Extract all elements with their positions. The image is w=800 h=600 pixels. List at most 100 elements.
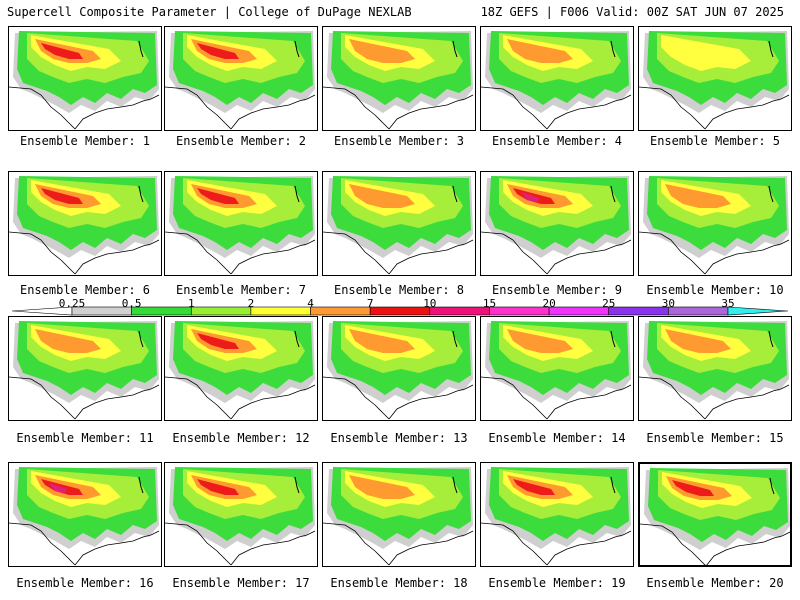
lake-michigan-outline xyxy=(610,476,616,494)
orange-shading xyxy=(349,39,415,63)
colorbar-segment xyxy=(250,306,311,316)
colorbar-segment xyxy=(608,306,669,316)
ensemble-member-map xyxy=(638,171,792,276)
lake-michigan-outline xyxy=(138,185,144,203)
ensemble-member-caption: Ensemble Member: 5 xyxy=(649,134,781,148)
yellow-shading xyxy=(661,35,751,71)
scp-shading xyxy=(643,321,789,403)
ensemble-member-map xyxy=(480,316,634,421)
orange-shading xyxy=(35,329,101,353)
ensemble-member-map xyxy=(480,462,634,567)
ensemble-member-caption: Ensemble Member: 1 xyxy=(19,134,151,148)
red-shading xyxy=(197,479,239,495)
ensemble-member-map xyxy=(322,171,476,276)
colorbar-right-arrow xyxy=(727,306,788,316)
orange-shading xyxy=(507,39,573,63)
magenta-shading xyxy=(521,192,539,202)
model-run-info: 18Z GEFS | F006 Valid: 00Z SAT JUN 07 20… xyxy=(480,5,784,19)
ensemble-member-caption: Ensemble Member: 11 xyxy=(16,431,154,445)
gulf-coast-outline xyxy=(546,384,632,420)
ensemble-member-caption: Ensemble Member: 6 xyxy=(19,283,151,297)
gulf-coast-outline xyxy=(704,384,790,420)
red-shading xyxy=(513,188,555,204)
gulf-coast-outline xyxy=(230,384,316,420)
orange-shading xyxy=(507,329,573,353)
gulf-coast-outline xyxy=(704,239,790,275)
ensemble-member-map xyxy=(480,171,634,276)
mexico-border-outline xyxy=(639,231,706,275)
lake-michigan-outline xyxy=(138,40,144,58)
orange-shading xyxy=(349,329,415,353)
ensemble-member-map xyxy=(164,316,318,421)
mexico-border-outline xyxy=(9,376,76,420)
scp-shading xyxy=(13,321,159,403)
lake-michigan-outline xyxy=(138,476,144,494)
scp-shading xyxy=(485,31,631,113)
colorbar-segment xyxy=(668,306,729,316)
colorbar-tick-label: 20 xyxy=(542,297,556,310)
gulf-coast-outline xyxy=(546,239,632,275)
gulf-coast-outline xyxy=(388,530,474,566)
orange-shading xyxy=(665,184,731,208)
ensemble-member-caption: Ensemble Member: 13 xyxy=(330,431,468,445)
scp-shading xyxy=(643,31,789,113)
colorbar-segment xyxy=(369,306,431,316)
mexico-border-outline xyxy=(165,231,232,275)
gulf-coast-outline xyxy=(546,530,632,566)
gulf-coast-outline xyxy=(230,530,316,566)
mexico-border-outline xyxy=(323,522,390,566)
red-shading xyxy=(197,333,239,349)
ensemble-member-caption: Ensemble Member: 8 xyxy=(333,283,465,297)
ensemble-member-map xyxy=(164,462,318,567)
colorbar-tick-label: 4 xyxy=(307,297,314,310)
gulf-coast-outline xyxy=(706,531,790,565)
ensemble-member-map xyxy=(164,171,318,276)
colorbar-tick-label: 25 xyxy=(602,297,616,310)
lake-michigan-outline xyxy=(768,330,774,348)
scp-shading xyxy=(327,176,473,258)
colorbar-tick-label: 35 xyxy=(721,297,735,310)
lake-michigan-outline xyxy=(452,185,458,203)
ensemble-member-caption: Ensemble Member: 10 xyxy=(646,283,784,297)
mexico-border-outline xyxy=(323,376,390,420)
colorbar-tick-label: 30 xyxy=(661,297,675,310)
lake-michigan-outline xyxy=(294,185,300,203)
ensemble-member-caption: Ensemble Member: 7 xyxy=(175,283,307,297)
orange-shading xyxy=(349,184,415,208)
mexico-border-outline xyxy=(323,86,390,130)
colorbar-tick-label: 0.5 xyxy=(121,297,142,310)
scp-shading xyxy=(644,468,790,550)
scp-shading xyxy=(485,176,631,258)
gulf-coast-outline xyxy=(546,94,632,130)
ensemble-member-caption: Ensemble Member: 15 xyxy=(646,431,784,445)
ensemble-member-caption: Ensemble Member: 9 xyxy=(491,283,623,297)
gulf-coast-outline xyxy=(388,94,474,130)
ensemble-member-caption: Ensemble Member: 14 xyxy=(488,431,626,445)
mexico-border-outline xyxy=(481,86,548,130)
ensemble-member-map xyxy=(638,316,792,421)
red-shading xyxy=(41,188,83,204)
scp-shading xyxy=(643,176,789,258)
red-shading xyxy=(41,479,83,495)
ensemble-member-map xyxy=(8,26,162,131)
lake-michigan-outline xyxy=(610,330,616,348)
lake-michigan-outline xyxy=(294,476,300,494)
ensemble-member-map xyxy=(638,462,792,567)
lake-michigan-outline xyxy=(294,330,300,348)
scp-shading xyxy=(13,467,159,549)
ensemble-member-map xyxy=(480,26,634,131)
scp-shading xyxy=(169,467,315,549)
mexico-border-outline xyxy=(165,86,232,130)
red-shading xyxy=(197,188,239,204)
lake-michigan-outline xyxy=(610,40,616,58)
ensemble-member-caption: Ensemble Member: 12 xyxy=(172,431,310,445)
mexico-border-outline xyxy=(9,86,76,130)
ensemble-member-map xyxy=(8,462,162,567)
mexico-border-outline xyxy=(639,86,706,130)
lake-michigan-outline xyxy=(452,330,458,348)
orange-shading xyxy=(665,329,731,353)
scp-shading xyxy=(327,321,473,403)
scp-shading xyxy=(13,31,159,113)
ensemble-member-caption: Ensemble Member: 3 xyxy=(333,134,465,148)
ensemble-member-map xyxy=(164,26,318,131)
